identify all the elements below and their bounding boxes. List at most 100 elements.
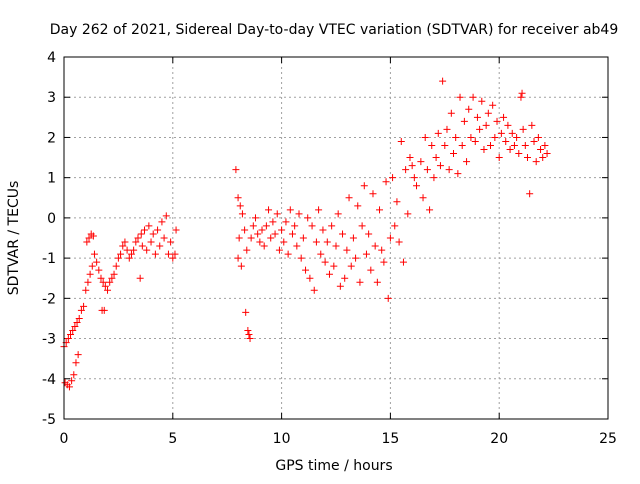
data-point	[306, 274, 314, 282]
data-point	[245, 331, 253, 339]
data-point	[86, 270, 94, 278]
data-point	[89, 232, 97, 240]
data-point	[399, 258, 407, 266]
data-point	[543, 150, 551, 158]
data-point	[493, 117, 501, 125]
data-point	[439, 77, 447, 85]
data-point	[523, 154, 531, 162]
data-point	[443, 125, 451, 133]
data-point	[330, 262, 338, 270]
data-point	[123, 246, 131, 254]
data-point	[74, 351, 82, 359]
data-point	[497, 129, 505, 137]
data-point	[172, 226, 180, 234]
data-point	[410, 174, 418, 182]
data-point	[526, 190, 534, 198]
data-point	[235, 234, 243, 242]
y-tick-label: 2	[47, 130, 56, 146]
data-point	[426, 206, 434, 214]
data-point	[393, 198, 401, 206]
data-point	[247, 234, 255, 242]
data-point	[75, 314, 83, 322]
data-point	[395, 238, 403, 246]
data-point	[267, 234, 275, 242]
data-point	[436, 162, 444, 170]
data-point	[151, 250, 159, 258]
data-point	[380, 258, 388, 266]
data-point	[369, 190, 377, 198]
data-point	[471, 137, 479, 145]
data-point	[365, 230, 373, 238]
data-point	[284, 250, 292, 258]
data-point	[70, 371, 78, 379]
data-point	[530, 137, 538, 145]
grid-lines	[64, 57, 608, 419]
data-point	[345, 194, 353, 202]
data-point	[321, 258, 329, 266]
data-point	[441, 141, 449, 149]
data-point	[367, 266, 375, 274]
data-point	[513, 133, 521, 141]
y-tick-label: 4	[47, 50, 56, 66]
data-point	[149, 230, 157, 238]
data-point	[282, 218, 290, 226]
data-point	[534, 133, 542, 141]
data-point	[258, 226, 266, 234]
data-point	[378, 246, 386, 254]
data-point	[517, 93, 525, 101]
data-point	[299, 234, 307, 242]
data-point	[532, 158, 540, 166]
data-point	[343, 246, 351, 254]
data-point	[421, 133, 429, 141]
data-point	[269, 218, 277, 226]
y-tick-label: -2	[42, 291, 56, 307]
data-point	[413, 182, 421, 190]
data-point	[99, 278, 107, 286]
data-point	[332, 242, 340, 250]
data-point	[304, 214, 312, 222]
data-point	[504, 121, 512, 129]
data-point	[408, 162, 416, 170]
data-point	[423, 166, 431, 174]
data-point	[158, 218, 166, 226]
x-tick-label: 0	[60, 431, 69, 447]
data-point	[234, 254, 242, 262]
data-point	[69, 327, 77, 335]
data-point	[445, 166, 453, 174]
data-point	[254, 230, 262, 238]
data-point	[508, 129, 516, 137]
data-point	[454, 170, 462, 178]
data-point	[132, 238, 140, 246]
data-point	[83, 238, 91, 246]
data-point	[397, 137, 405, 145]
data-point	[288, 230, 296, 238]
data-point	[362, 250, 370, 258]
data-point	[280, 238, 288, 246]
data-point	[104, 286, 112, 294]
data-point	[484, 109, 492, 117]
data-point	[325, 270, 333, 278]
data-point	[518, 89, 526, 97]
data-point	[402, 166, 410, 174]
data-point	[242, 308, 250, 316]
data-point	[384, 294, 392, 302]
data-point	[510, 141, 518, 149]
data-point	[160, 234, 168, 242]
data-point	[82, 286, 90, 294]
data-point	[495, 154, 503, 162]
data-point	[238, 210, 246, 218]
y-tick-label: -3	[42, 332, 56, 348]
data-point	[271, 230, 279, 238]
data-point	[244, 327, 252, 335]
data-point	[246, 335, 254, 343]
data-point	[419, 194, 427, 202]
data-points	[60, 77, 551, 391]
data-point	[356, 278, 364, 286]
data-point	[482, 121, 490, 129]
data-point	[85, 234, 93, 242]
data-point	[64, 335, 72, 343]
data-point	[143, 246, 151, 254]
y-axis-label: SDTVAR / TECUs	[6, 181, 22, 296]
data-point	[430, 174, 438, 182]
